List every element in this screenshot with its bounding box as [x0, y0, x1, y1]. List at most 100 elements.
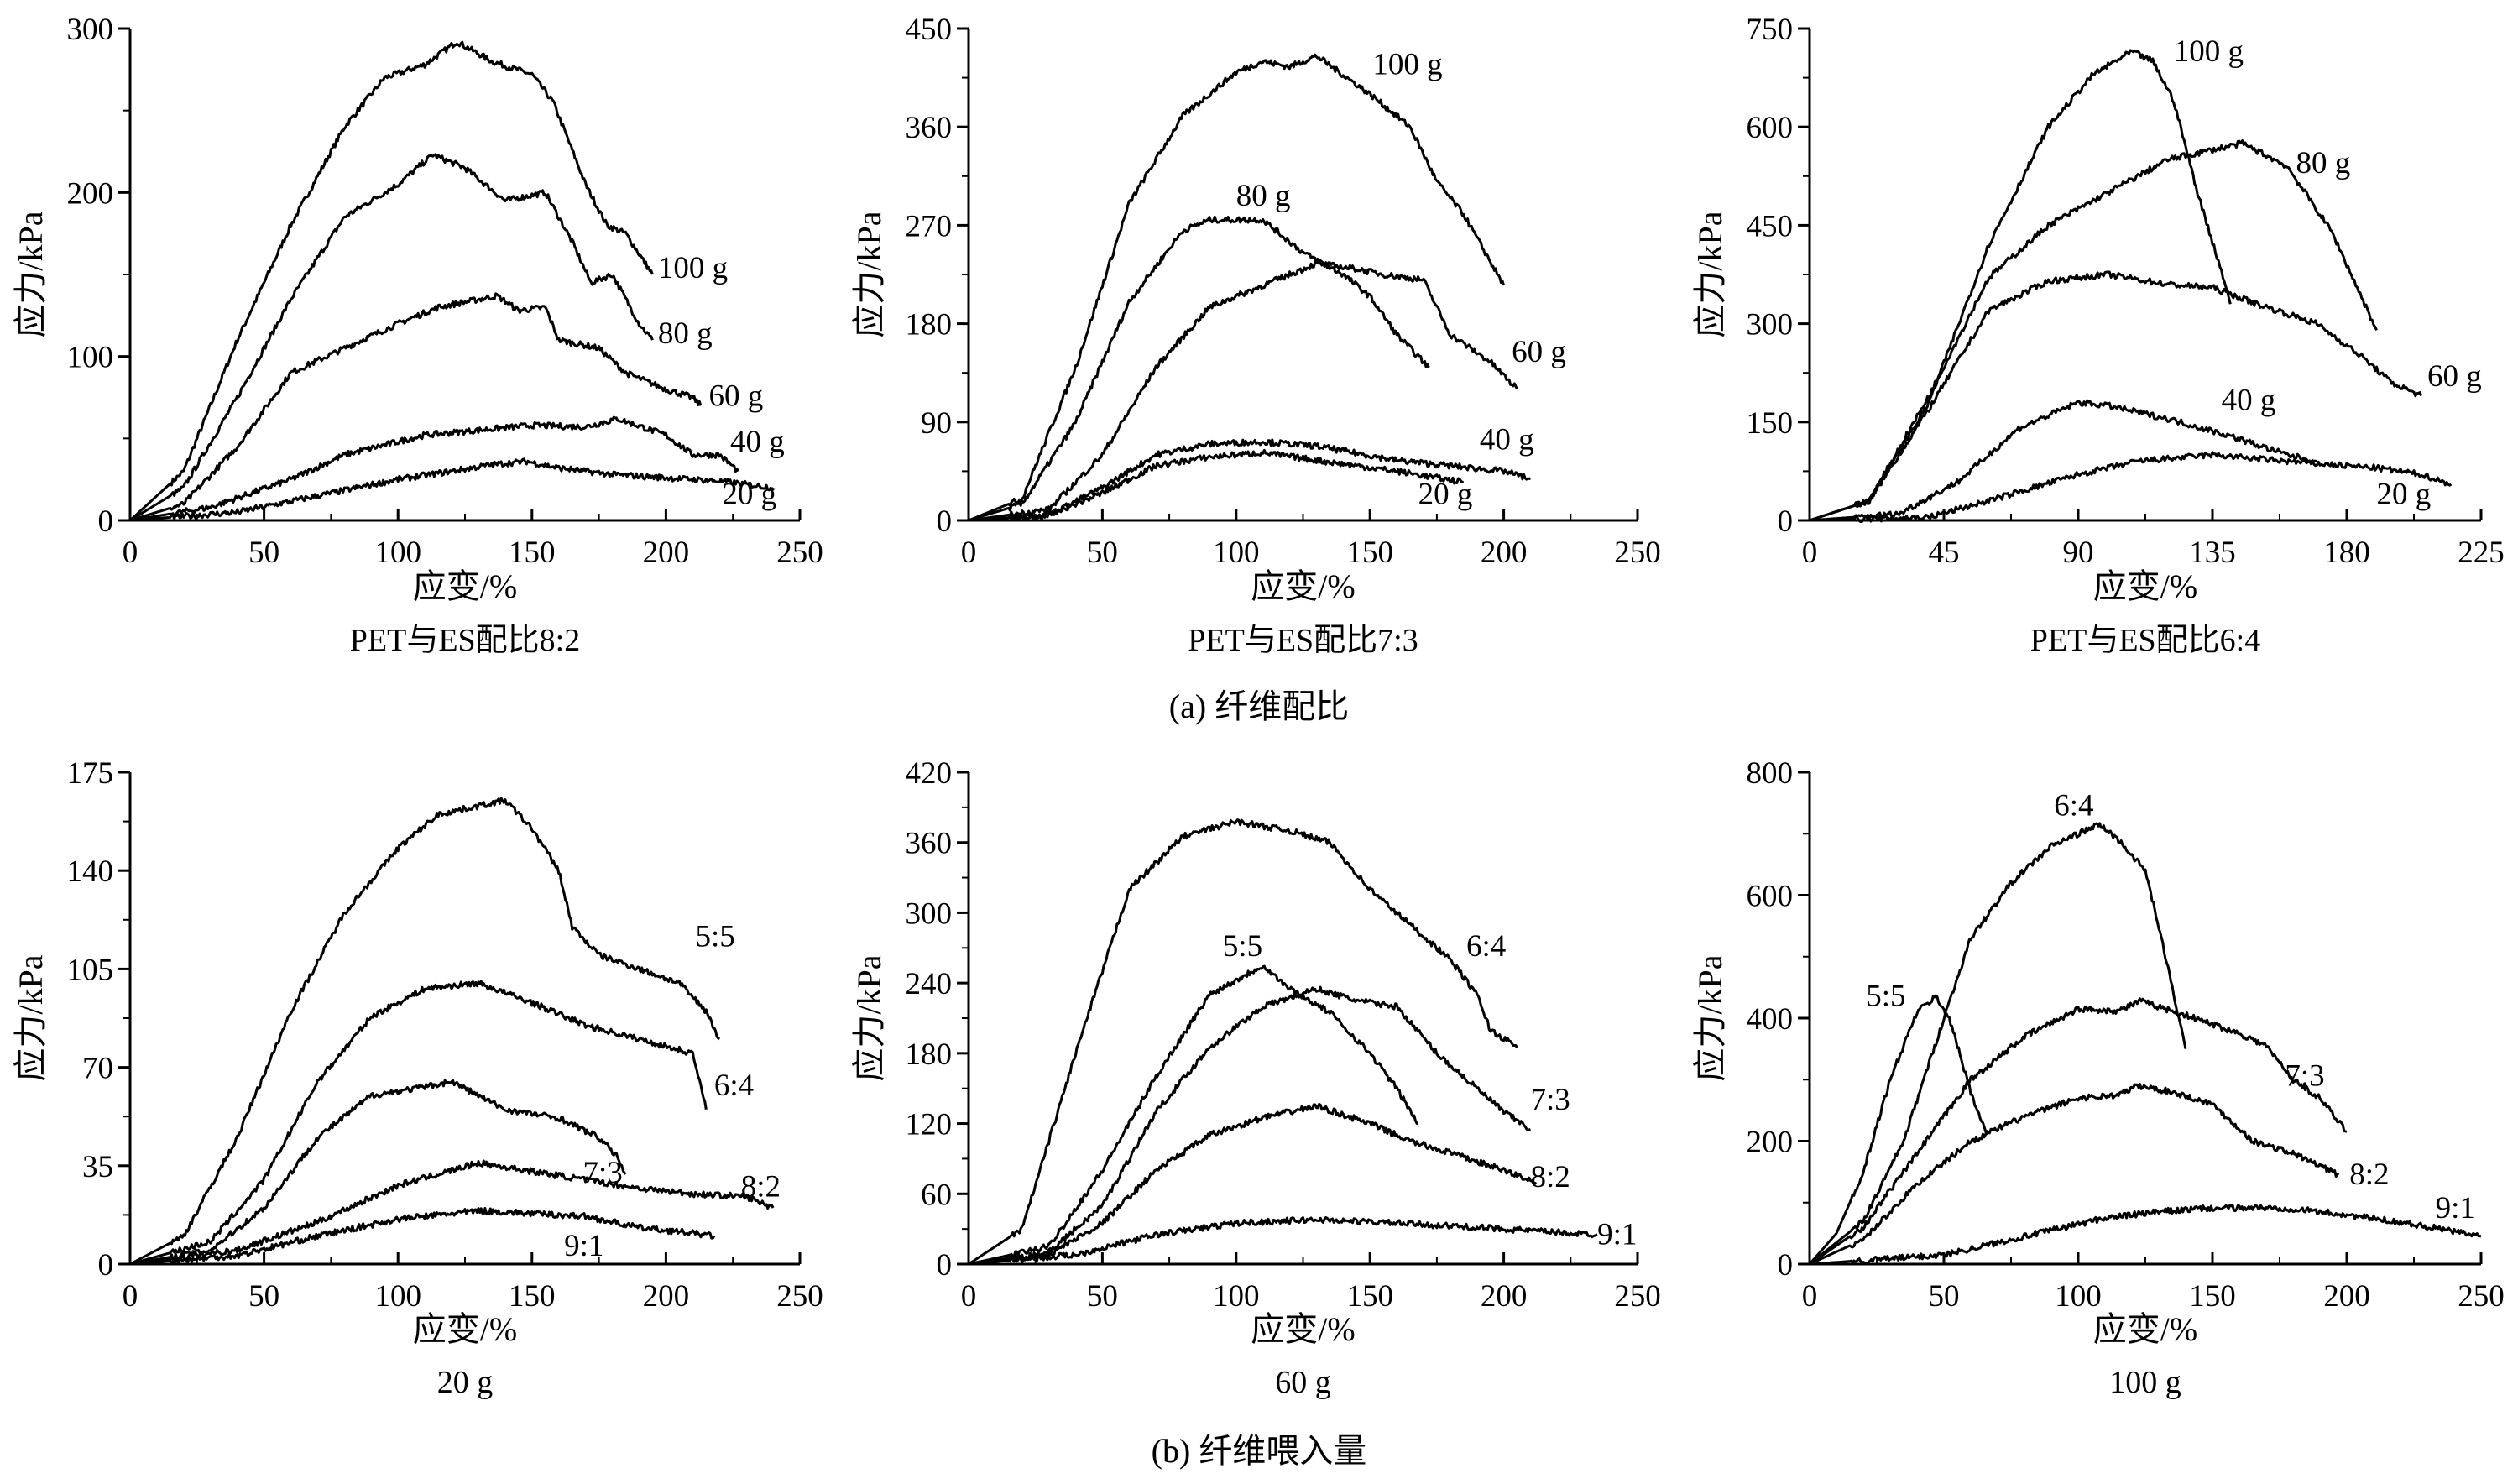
- series-label: 6:4: [714, 1069, 754, 1103]
- series-label: 9:1: [1597, 1217, 1637, 1251]
- x-axis-label: 应变/%: [2093, 567, 2197, 605]
- series-label: 20 g: [1418, 477, 1473, 511]
- series-line-80-g: [968, 215, 1430, 522]
- series-line-100-g: [128, 40, 654, 522]
- y-axis-label: 应力/kPa: [1691, 954, 1729, 1081]
- x-tick-label: 150: [509, 1279, 556, 1314]
- y-axis-label: 应力/kPa: [850, 211, 888, 337]
- y-tick-label: 60: [921, 1178, 952, 1212]
- y-tick-label: 300: [906, 896, 953, 931]
- y-tick-label: 105: [67, 953, 114, 987]
- x-tick-label: 225: [2458, 536, 2505, 570]
- panel-title: 100 g: [2109, 1365, 2181, 1400]
- x-axis-label: 应变/%: [1251, 567, 1355, 605]
- y-tick-label: 400: [1747, 1002, 1794, 1037]
- chart-panel-3: 0 45 90 135 180 225 0 150 300 450 600 750 应变/% 应力/kPa…: [1691, 13, 2505, 658]
- x-tick-label: 200: [1481, 1279, 1528, 1314]
- y-tick-label: 300: [67, 13, 114, 47]
- series-line-20-g: [968, 448, 1464, 522]
- y-tick-label: 150: [1747, 406, 1794, 441]
- x-tick-label: 50: [1087, 1279, 1118, 1314]
- series-label: 100 g: [2174, 34, 2244, 69]
- x-tick-label: 250: [776, 536, 823, 570]
- x-tick-label: 0: [961, 536, 977, 570]
- y-tick-label: 0: [937, 504, 953, 539]
- series-label: 6:4: [2054, 788, 2093, 823]
- chart-panel-2: 0 50 100 150 200 250 0 90 180 270 360 450 应变/% 应力/kPa…: [850, 13, 1661, 658]
- x-tick-label: 100: [374, 536, 421, 570]
- x-tick-label: 90: [2063, 536, 2094, 570]
- x-tick-label: 150: [2189, 1279, 2236, 1314]
- panel-title: 60 g: [1275, 1365, 1331, 1400]
- x-tick-label: 100: [1213, 536, 1260, 570]
- y-tick-label: 0: [937, 1248, 953, 1283]
- x-axis-label: 应变/%: [2093, 1310, 2197, 1348]
- x-tick-label: 150: [1346, 536, 1393, 570]
- x-tick-label: 250: [776, 1279, 823, 1314]
- series-label: 20 g: [2377, 477, 2432, 511]
- x-tick-label: 0: [961, 1279, 977, 1314]
- panel-title: PET与ES配比6:4: [2030, 623, 2260, 658]
- series-line-9-1: [1809, 1204, 2482, 1266]
- y-tick-label: 600: [1747, 880, 1794, 914]
- x-tick-label: 250: [1614, 1279, 1661, 1314]
- x-tick-label: 250: [2458, 1279, 2505, 1314]
- y-tick-label: 270: [906, 209, 953, 243]
- series-line-8-2: [1809, 1083, 2340, 1266]
- series-line-80-g: [129, 153, 654, 522]
- x-axis-label: 应变/%: [413, 567, 517, 605]
- y-tick-label: 800: [1747, 756, 1794, 791]
- caption-a: (a) 纤维配比: [1169, 687, 1349, 725]
- y-tick-label: 180: [906, 308, 953, 342]
- y-tick-label: 100: [67, 341, 114, 375]
- y-tick-label: 450: [1747, 209, 1794, 243]
- x-tick-label: 100: [1213, 1279, 1260, 1314]
- series-label: 80 g: [2296, 146, 2351, 180]
- y-tick-label: 750: [1747, 13, 1794, 47]
- series-line-9-1: [968, 1216, 1598, 1266]
- x-tick-label: 200: [2323, 1279, 2370, 1314]
- x-tick-label: 0: [1802, 1279, 1818, 1314]
- chart-panel-1: 0 50 100 150 200 250 0 100 200 300 应变/% 应力/kPa PET与E…: [12, 13, 823, 658]
- x-tick-label: 250: [1614, 536, 1661, 570]
- chart-panel-6: 0 50 100 150 200 250 0 200 400 600 800 应变/% 应力/kPa 10…: [1691, 756, 2505, 1400]
- y-axis-label: 应力/kPa: [850, 954, 888, 1081]
- y-axis-label: 应力/kPa: [12, 211, 50, 337]
- series-line-6-4: [129, 980, 708, 1266]
- y-tick-label: 180: [906, 1037, 953, 1072]
- series-line-60-g: [1809, 270, 2423, 522]
- x-tick-label: 200: [1481, 536, 1528, 570]
- x-tick-label: 200: [643, 536, 690, 570]
- series-label: 40 g: [730, 425, 785, 459]
- x-tick-label: 180: [2323, 536, 2370, 570]
- x-tick-label: 100: [2055, 1279, 2102, 1314]
- x-tick-label: 45: [1929, 536, 1960, 570]
- series-line-40-g: [129, 415, 739, 522]
- series-line-20-g: [129, 457, 775, 522]
- series-line-60-g: [968, 260, 1518, 522]
- series-line-40-g: [1809, 399, 2317, 522]
- series-line-6-4: [968, 818, 1518, 1266]
- series-line-7-3: [129, 1079, 627, 1266]
- series-label: 7:3: [2285, 1059, 2324, 1094]
- y-tick-label: 120: [906, 1108, 953, 1142]
- series-label: 5:5: [1866, 979, 1905, 1013]
- series-label: 40 g: [1480, 422, 1534, 457]
- series-label: 80 g: [1236, 179, 1291, 213]
- panel-title: PET与ES配比7:3: [1188, 623, 1418, 658]
- panel-title: PET与ES配比8:2: [350, 623, 580, 658]
- y-tick-label: 420: [906, 756, 953, 791]
- series-label: 8:2: [741, 1170, 781, 1204]
- series-label: 5:5: [696, 920, 735, 954]
- series-label: 100 g: [658, 251, 728, 285]
- series-line-6-4: [1809, 822, 2187, 1266]
- y-tick-label: 240: [906, 967, 953, 1001]
- x-tick-label: 150: [509, 536, 556, 570]
- series-label: 60 g: [1512, 335, 1566, 369]
- y-tick-label: 70: [82, 1052, 113, 1086]
- chart-panel-5: 0 50 100 150 200 250 0 60 120 180 240 300 360 420 应变/%…: [850, 756, 1661, 1400]
- series-line-100-g: [968, 53, 1506, 522]
- caption-b: (b) 纤维喂入量: [1152, 1432, 1367, 1470]
- y-tick-label: 0: [98, 504, 114, 539]
